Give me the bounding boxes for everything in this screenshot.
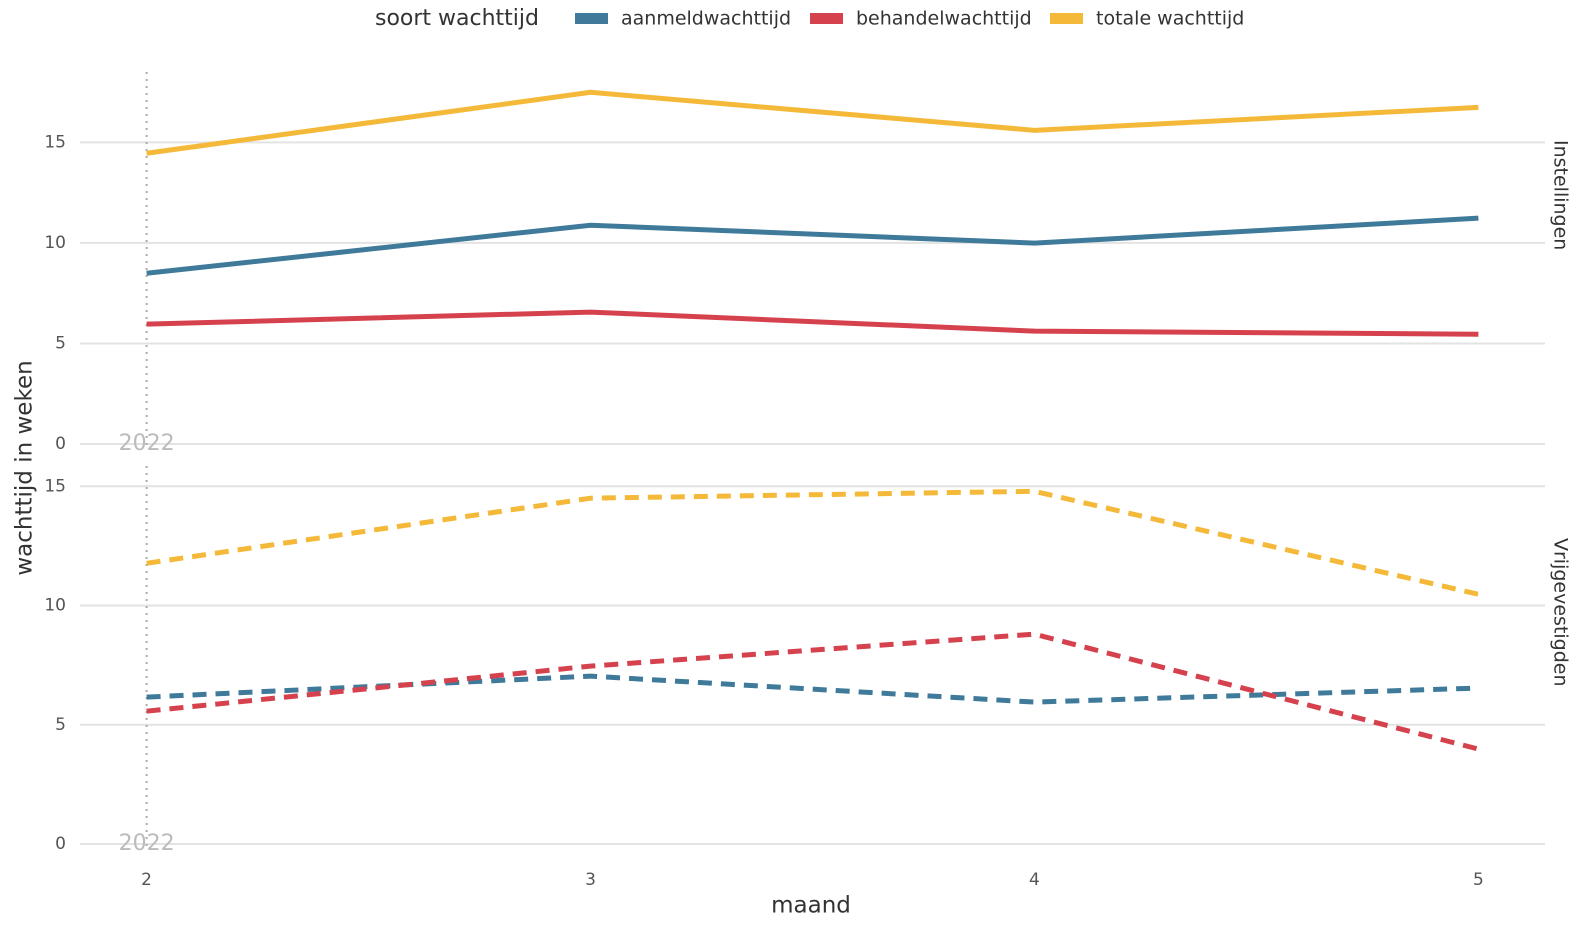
x-tick-label: 5 xyxy=(1473,870,1484,890)
legend-label: totale wachttijd xyxy=(1096,8,1244,30)
x-tick-label: 3 xyxy=(585,870,596,890)
x-tick-label: 2 xyxy=(141,870,152,890)
facet-label: Vrijgevestigden xyxy=(1550,538,1572,687)
x-axis-label: maand xyxy=(771,893,851,919)
series-line xyxy=(146,215,1479,276)
y-tick-label: 5 xyxy=(55,333,66,353)
legend-label: aanmeldwachttijd xyxy=(621,8,791,30)
y-tick-label: 15 xyxy=(44,476,66,496)
legend-key xyxy=(1050,13,1083,24)
y-axis-label: wachttijd in weken xyxy=(12,360,38,575)
series-line xyxy=(146,673,1479,705)
y-tick-label: 5 xyxy=(55,715,66,735)
x-tick-label: 4 xyxy=(1029,870,1040,890)
y-tick-label: 10 xyxy=(44,596,66,616)
series-line xyxy=(146,488,1479,597)
facet-label: Instellingen xyxy=(1550,140,1572,250)
series-line xyxy=(146,309,1479,337)
legend-title: soort wachttijd xyxy=(375,6,539,31)
y-tick-label: 0 xyxy=(55,834,66,854)
annotation: 2022 xyxy=(119,431,175,456)
y-tick-label: 10 xyxy=(44,233,66,253)
legend-label: behandelwachttijd xyxy=(856,8,1032,30)
legend-key xyxy=(575,13,608,24)
series-line xyxy=(146,89,1479,156)
y-tick-label: 0 xyxy=(55,434,66,454)
y-tick-label: 15 xyxy=(44,132,66,152)
annotation: 2022 xyxy=(119,831,175,856)
series-line xyxy=(146,631,1480,752)
legend-key xyxy=(810,13,843,24)
